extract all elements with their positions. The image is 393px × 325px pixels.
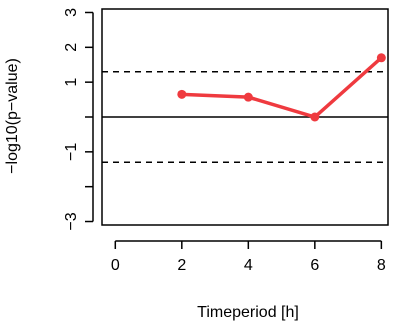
x-tick-label: 0 bbox=[111, 257, 120, 274]
x-tick-label: 8 bbox=[377, 257, 386, 274]
y-tick-label: 3 bbox=[63, 8, 80, 17]
y-tick-label: 1 bbox=[63, 78, 80, 87]
series-line bbox=[181, 56, 383, 119]
x-tick-label: 2 bbox=[177, 257, 186, 274]
x-axis-label: Timeperiod [h] bbox=[197, 304, 299, 321]
x-tick-label: 4 bbox=[244, 257, 253, 274]
y-axis-label: −log10(p−value) bbox=[4, 58, 21, 174]
data-point bbox=[376, 53, 386, 63]
data-point bbox=[177, 89, 187, 99]
data-point bbox=[243, 92, 253, 102]
y-tick-label: 2 bbox=[63, 43, 80, 52]
x-tick-label: 6 bbox=[310, 257, 319, 274]
y-tick-label: −3 bbox=[63, 212, 80, 230]
data-point bbox=[310, 112, 320, 122]
y-tick-label: −1 bbox=[63, 143, 80, 161]
